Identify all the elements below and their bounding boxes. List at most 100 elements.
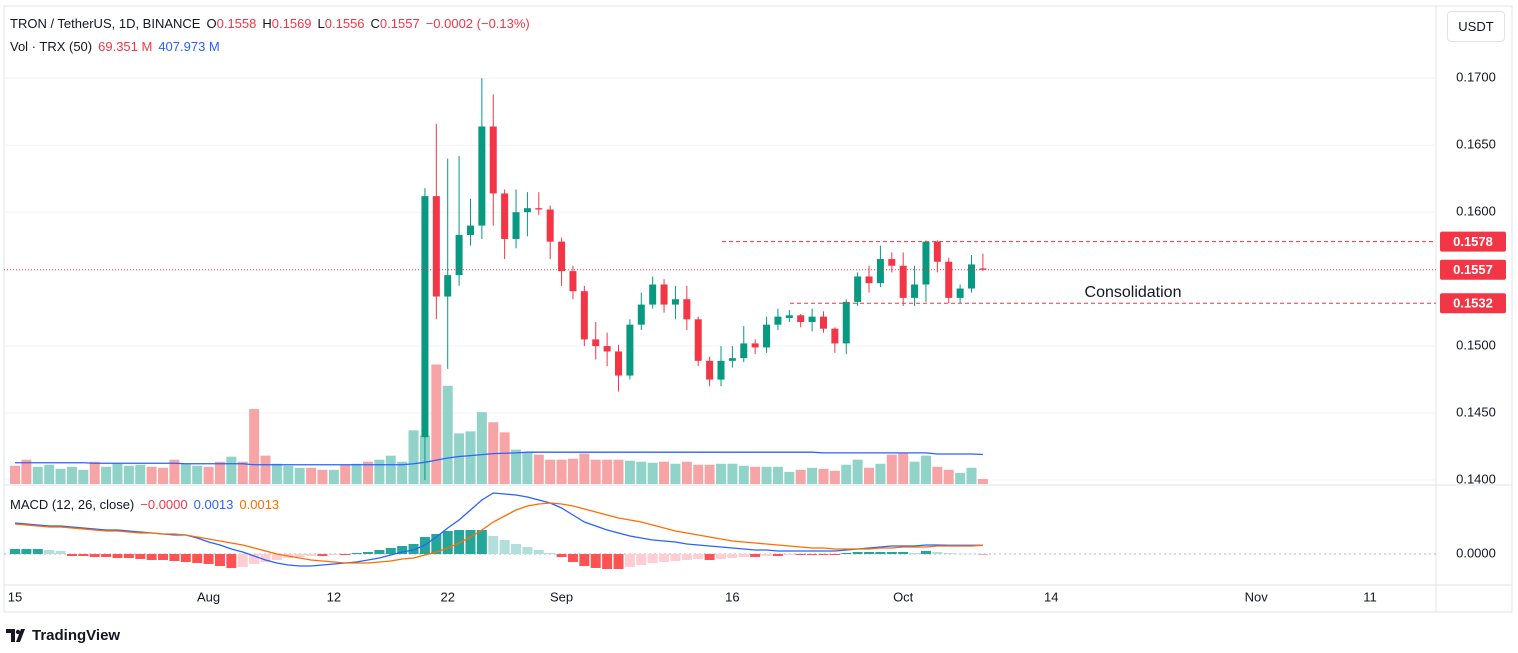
volume-bar	[442, 385, 453, 484]
volume-bar	[864, 467, 875, 484]
volume-bar	[966, 467, 977, 484]
macd-histogram-bar	[704, 554, 715, 560]
macd-histogram-bar	[146, 554, 157, 560]
candle-body	[979, 268, 987, 270]
volume-bar	[932, 466, 943, 484]
macd-histogram-bar	[89, 554, 100, 557]
macd-line	[14, 492, 983, 567]
macd-histogram-bar	[966, 553, 977, 555]
volume-last: 69.351 M	[98, 39, 153, 54]
volume	[10, 364, 988, 484]
candle-body	[489, 126, 497, 194]
volume-bar	[852, 459, 863, 484]
hist-value: −0.0000	[140, 497, 188, 512]
macd-histogram-bar	[55, 551, 66, 554]
candle-body	[512, 212, 520, 239]
volume-bar	[214, 461, 225, 484]
volume-bar	[78, 469, 89, 484]
signal-value: 0.0013	[239, 497, 280, 512]
volume-bar	[237, 461, 248, 484]
macd-histogram-bar	[294, 554, 305, 557]
signal-line	[14, 502, 983, 564]
candle-body	[649, 284, 657, 305]
candle-body	[819, 316, 827, 329]
volume-bar	[351, 463, 362, 484]
x-tick-label: 15	[8, 589, 22, 604]
macd-histogram-bar	[727, 554, 738, 558]
candle-body	[694, 319, 702, 361]
volume-bar	[158, 467, 169, 484]
y-tick-label: 0.1650	[1456, 137, 1496, 152]
macd-histogram-bar	[943, 553, 954, 554]
volume-bar	[511, 449, 522, 484]
currency-button[interactable]: USDT	[1447, 11, 1505, 42]
candle-body	[671, 299, 679, 305]
volume-bar	[761, 466, 772, 484]
volume-bar	[909, 461, 920, 484]
macd-histogram-bar	[522, 547, 533, 554]
macd-histogram-bar	[829, 554, 840, 555]
volume-bar	[795, 469, 806, 484]
macd-histogram-bar	[374, 550, 385, 554]
macd-histogram-bar	[590, 554, 601, 568]
volume-bar	[772, 466, 783, 484]
candle-body	[683, 299, 691, 320]
macd-histogram-bar	[385, 548, 396, 554]
x-tick-label: Sep	[550, 589, 573, 604]
macd-histogram-bar	[123, 554, 134, 558]
macd-histogram-bar	[624, 554, 635, 567]
candle-body	[592, 339, 600, 347]
volume-bar	[465, 431, 476, 484]
macd-histogram-bar	[636, 554, 647, 565]
macd-histogram-bar	[659, 554, 670, 562]
macd-title: MACD (12, 26, close)	[10, 497, 135, 512]
macd-histogram-bar	[886, 552, 897, 554]
brand-name: TradingView	[32, 627, 121, 644]
candle-body	[911, 284, 919, 298]
volume-name: Vol · TRX (50)	[10, 39, 93, 54]
macd-histogram-bar	[499, 540, 510, 554]
volume-bar	[44, 464, 55, 484]
volume-bar	[670, 463, 681, 484]
macd-histogram-bar	[112, 554, 123, 558]
macd-histogram-bar	[818, 554, 829, 555]
macd-histogram-bar	[852, 552, 863, 554]
candle-body	[785, 315, 793, 318]
volume-legend: Vol · TRX (50) 69.351 M 407.973 M	[10, 39, 226, 54]
high-value: 0.1569	[271, 16, 312, 31]
volume-bar	[192, 465, 203, 484]
y-tick-label: 0.1700	[1456, 70, 1496, 85]
volume-bar	[943, 469, 954, 484]
macd-histogram-bar	[647, 554, 658, 563]
volume-ma: 407.973 M	[158, 39, 220, 54]
chart-frame	[3, 5, 1513, 613]
candle-body	[558, 241, 566, 272]
volume-bar	[750, 466, 761, 484]
macd-histogram-bar	[431, 534, 442, 554]
macd-histogram-bar	[180, 554, 191, 562]
macd-histogram-bar	[772, 554, 783, 556]
candle-body	[660, 284, 668, 305]
candle-body	[933, 241, 941, 262]
price-label: 0.1557	[1453, 262, 1493, 277]
volume-bar	[955, 472, 966, 484]
candle-body	[501, 193, 509, 239]
candle-body	[774, 316, 782, 325]
candle-body	[569, 271, 577, 292]
macd-histogram-bar	[214, 554, 225, 566]
volume-bar	[101, 466, 112, 484]
volume-bar	[920, 455, 931, 484]
candle-body	[444, 275, 452, 297]
symbol-legend: TRON / TetherUS, 1D, BINANCE O 0.1558 H 0.…	[10, 16, 536, 31]
macd-histogram-bar	[101, 554, 112, 557]
macd-histogram-bar	[476, 530, 487, 554]
volume-bar	[715, 463, 726, 484]
volume-bar	[681, 461, 692, 484]
macd-histogram-bar	[613, 554, 624, 569]
candle-body	[968, 264, 976, 289]
volume-bar	[533, 454, 544, 484]
x-tick-label: Aug	[197, 589, 220, 604]
candle-body	[523, 208, 531, 213]
volume-bar	[590, 459, 601, 484]
